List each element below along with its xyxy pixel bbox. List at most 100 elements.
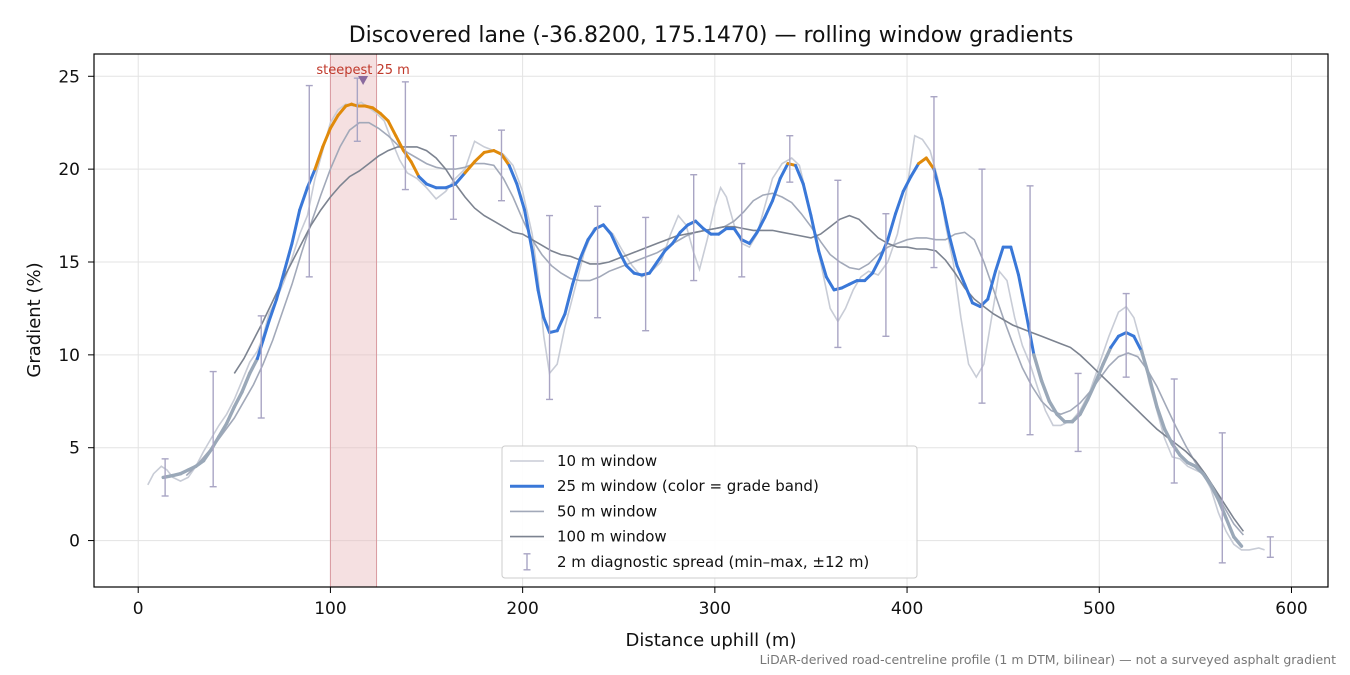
series-segment-25m [1017,273,1028,316]
series-segment-25m [463,160,477,175]
series-segment-25m [563,282,575,316]
series-segment-25m [1039,379,1051,403]
series-segment-25m [282,241,294,273]
series-segment-25m [701,227,713,236]
series-segment-25m [224,405,237,426]
error-bar [161,458,169,497]
series-segment-25m [371,106,382,115]
legend-item-25m: 25 m window (color = grade band) [510,477,819,495]
series-segment-25m [313,145,325,171]
legend-box [501,445,918,579]
error-bar [1218,432,1226,564]
y-tick-label: 0 [69,532,80,552]
series-segment-25m [909,162,921,179]
series-segment-25m [1032,353,1044,383]
series-segment-25m [247,356,260,376]
series-segment-25m [1078,397,1090,416]
error-bar [834,179,842,349]
series-segment-25m [794,163,805,186]
legend-item-50m: 50 m window [510,502,657,520]
series-segment-25m [694,219,705,231]
series-segment-25m [378,111,390,123]
series-segment-25m [555,312,567,333]
x-axis-ticks: 0 100 200 300 400 500 600 [133,587,1308,619]
y-tick-label: 5 [69,439,80,459]
series-segment-25m [824,275,836,292]
series-segment-25m [732,227,744,242]
error-bar [1074,372,1082,453]
error-bar [401,81,409,191]
series-segment-25m [336,104,348,117]
legend: 10 m window 25 m window (color = grade ba… [501,445,918,579]
series-segment-25m [1193,464,1205,476]
series-segment-25m [425,182,438,190]
x-tick-label: 500 [1083,599,1115,619]
series-segment-25m [1047,399,1059,416]
series-segment-25m [507,163,519,186]
series-segment-25m [1055,412,1067,424]
legend-label: 10 m window [557,452,657,470]
error-bars [161,77,1274,564]
series-segment-25m [894,189,905,216]
series-segment-25m [678,223,690,234]
series-segment-25m [655,249,667,264]
series-segment-25m [671,230,682,245]
series-segment-25m [1101,345,1113,366]
legend-label: 2 m diagnostic spread (min–max, ±12 m) [557,553,869,571]
steepest-band [329,53,378,588]
error-bar [882,213,890,337]
series-segment-25m [747,230,759,245]
x-tick-label: 200 [506,599,538,619]
legend-label: 25 m window (color = grade band) [557,477,819,495]
steepest-highlight [329,53,378,588]
series-segment-25m [321,126,332,149]
steepest-marker: steepest 25 m [316,63,410,85]
error-bar [642,216,650,332]
error-bar [978,168,986,404]
series-segment-25m [771,176,782,203]
legend-item-100m: 100 m window [510,528,667,546]
y-tick-label: 10 [58,346,80,366]
legend-item-10m: 10 m window [510,452,657,470]
series-segment-25m [536,288,546,320]
error-bar [305,84,313,278]
series-segment-25m [932,167,944,201]
chart-title: Discovered lane (-36.8200, 175.1470) — r… [349,23,1074,48]
series-segment-25m [409,160,421,179]
series-segment-25m [763,199,775,219]
series-segment-25m [1139,349,1151,379]
series-segment-25m [530,249,540,292]
x-tick-label: 600 [1275,599,1307,619]
error-bar [594,205,602,319]
series-segment-25m [1147,375,1159,409]
x-tick-label: 400 [891,599,923,619]
error-bar [497,129,505,202]
series-segment-25m [924,156,936,171]
legend-item-spread: 2 m diagnostic spread (min–max, ±12 m) [523,553,869,571]
series-segment-25m [1209,483,1221,502]
series-segment-25m [275,269,286,301]
series-segment-25m [1109,334,1120,349]
error-bar [209,370,217,488]
series-segment-25m [1232,535,1244,548]
series-segment-25m [601,223,613,236]
legend-label: 50 m window [557,502,657,520]
series-segment-25m [1178,453,1190,465]
series-segment-25m [240,371,252,394]
series-segment-25m [515,182,527,212]
series-segment-25m [878,238,890,260]
series-segment-25m [482,149,496,154]
series-segment-25m [1224,516,1236,539]
series-segment-25m [901,175,913,193]
series-segment-25m [624,264,636,275]
x-tick-label: 300 [699,599,731,619]
series-segment-25m [963,282,974,305]
steepest-marker-triangle [358,76,369,85]
series-segment-25m [1132,334,1144,353]
series-segment-25m [993,245,1005,273]
series-segment-25m [940,197,951,238]
series-segment-25m [870,256,882,275]
series-segment-25m [386,119,398,138]
series-segment-25m [1162,427,1175,446]
